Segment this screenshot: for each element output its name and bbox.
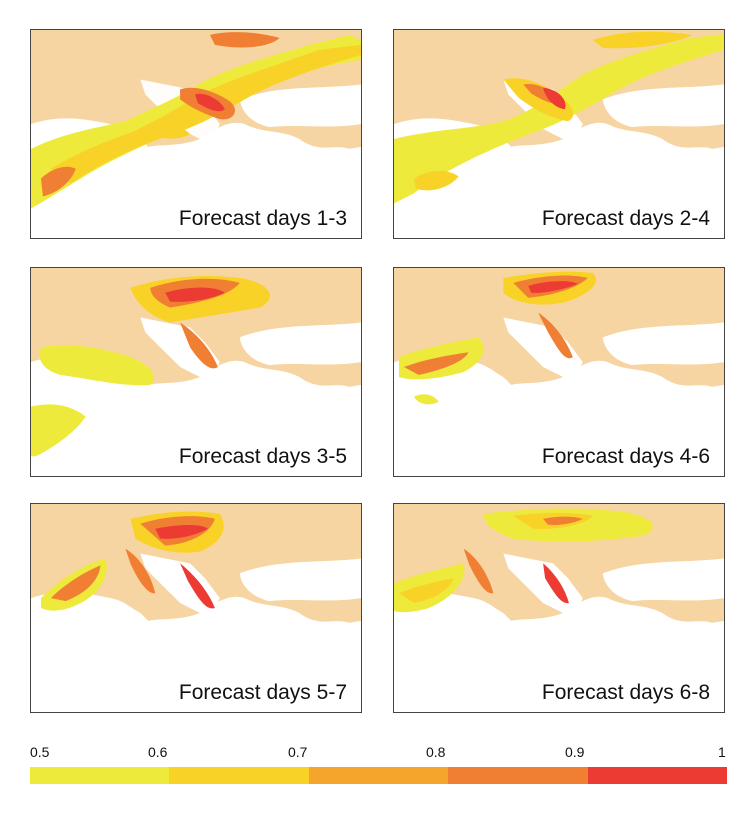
map-graphic [394,268,724,476]
legend-tick: 0.8 [426,744,446,760]
map-panel-6: Forecast days 6-8 [393,503,725,713]
legend-segment [448,767,588,784]
legend-tick: 0.9 [565,744,585,760]
legend-segment [308,767,449,784]
panel-title: Forecast days 1-3 [174,206,351,232]
panel-title: Forecast days 5-7 [174,680,351,706]
legend-tick: 0.5 [30,744,50,760]
legend-tick: 0.7 [288,744,308,760]
map-panel-2: Forecast days 2-4 [393,29,725,239]
map-panel-3: Forecast days 3-5 [30,267,362,477]
legend-tick: 0.6 [148,744,168,760]
panel-title: Forecast days 4-6 [537,444,714,470]
panel-title: Forecast days 6-8 [537,680,714,706]
legend-segment [587,767,728,784]
map-panel-5: Forecast days 5-7 [30,503,362,713]
legend-segment [30,767,170,784]
panel-title: Forecast days 3-5 [174,444,351,470]
map-panel-4: Forecast days 4-6 [393,267,725,477]
map-panel-1: Forecast days 1-3 [30,29,362,239]
panel-title: Forecast days 2-4 [537,206,714,232]
legend-tick: 1 [718,744,726,760]
color-scale-bar [30,767,728,784]
legend-segment [169,767,309,784]
